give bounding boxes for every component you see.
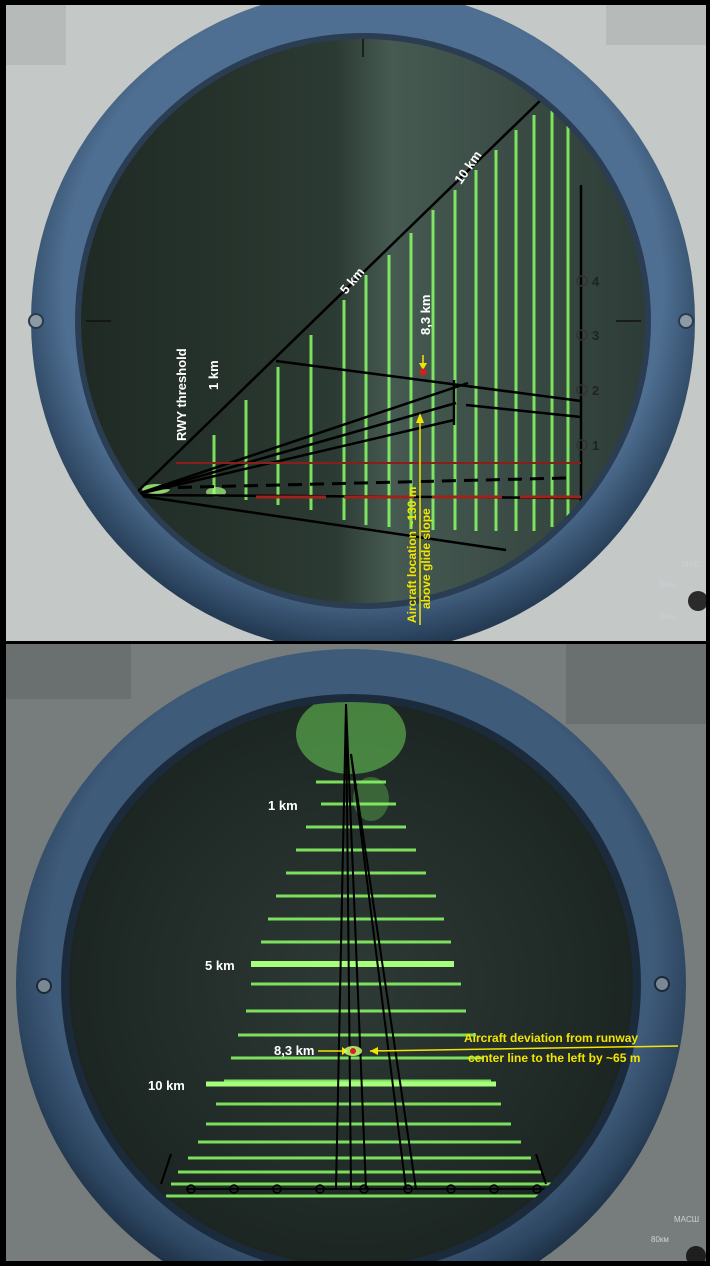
crosshair-ticks: [86, 39, 641, 322]
azimuth-radar-panel: 1 km 5 km 10 km 8,3 km Aircraft deviatio…: [6, 644, 706, 1261]
label-1km: 1 km: [268, 798, 298, 813]
label-rwy-threshold: RWY threshold: [174, 348, 189, 441]
scale-mark-4: 4: [592, 274, 600, 289]
overlay-lines: [160, 703, 547, 1190]
glide-slope-radar-panel: 1 2 3 4 RWY threshold 1 km 5 km 10 km 8,…: [6, 5, 706, 641]
arrow-left-icon: [370, 1047, 378, 1055]
panel-corner-plate: [6, 5, 66, 65]
corner-mode-text: MACШ: [674, 1215, 699, 1224]
label-above-glide-slope: above glide slope: [419, 508, 433, 609]
scale-mark-2: 2: [592, 383, 599, 398]
dashed-reference-line: [155, 476, 567, 490]
panel-corner-plate: [606, 5, 706, 45]
knob-icon: [688, 591, 706, 611]
label-10km: 10 km: [148, 1078, 185, 1093]
corner-range-80: 80км: [658, 580, 676, 589]
arrow-down-icon: [419, 363, 427, 370]
glide-slope-scope: 1 2 3 4 RWY threshold 1 km 5 km 10 km 8,…: [6, 5, 706, 641]
overlay-lines: [133, 94, 583, 552]
label-aircraft-location: Aircraft location ~130 m: [405, 487, 419, 623]
panel-corner-plate: [566, 644, 706, 724]
panel-corner-plate: [6, 644, 131, 699]
arrow-up-icon: [416, 413, 424, 423]
label-5km: 5 km: [205, 958, 235, 973]
deviation-pointer-line: [369, 1045, 679, 1052]
screw-icon: [36, 978, 52, 994]
label-8-3km: 8,3 km: [418, 295, 433, 335]
label-deviation-line1: Aircraft deviation from runway: [464, 1031, 638, 1045]
aircraft-marker: [350, 1048, 356, 1054]
scope-traces: [133, 94, 583, 552]
corner-range-20: 20км: [658, 612, 676, 621]
azimuth-scope: 1 km 5 km 10 km 8,3 km Aircraft deviatio…: [6, 644, 706, 1261]
knob-icon: [686, 1246, 706, 1261]
aircraft-marker: [419, 368, 427, 376]
label-deviation-line2: center line to the left by ~65 m: [468, 1051, 640, 1065]
screw-icon: [678, 313, 694, 329]
baseline-marks: [186, 1184, 542, 1194]
screw-icon: [28, 313, 44, 329]
scale-mark-1: 1: [592, 438, 599, 453]
scale-mark-3: 3: [592, 328, 599, 343]
label-8-3km: 8,3 km: [274, 1043, 314, 1058]
screw-icon: [654, 976, 670, 992]
scope-screen: [69, 702, 633, 1261]
scale-marks: 1 2 3 4: [576, 274, 600, 453]
scope-screen: [81, 39, 645, 603]
range-bars: [166, 802, 561, 1198]
scope-traces: [160, 702, 561, 1198]
corner-range-80: 80км: [651, 1235, 669, 1244]
label-1km: 1 km: [206, 360, 221, 390]
corner-mode-text: MAC: [682, 560, 700, 569]
